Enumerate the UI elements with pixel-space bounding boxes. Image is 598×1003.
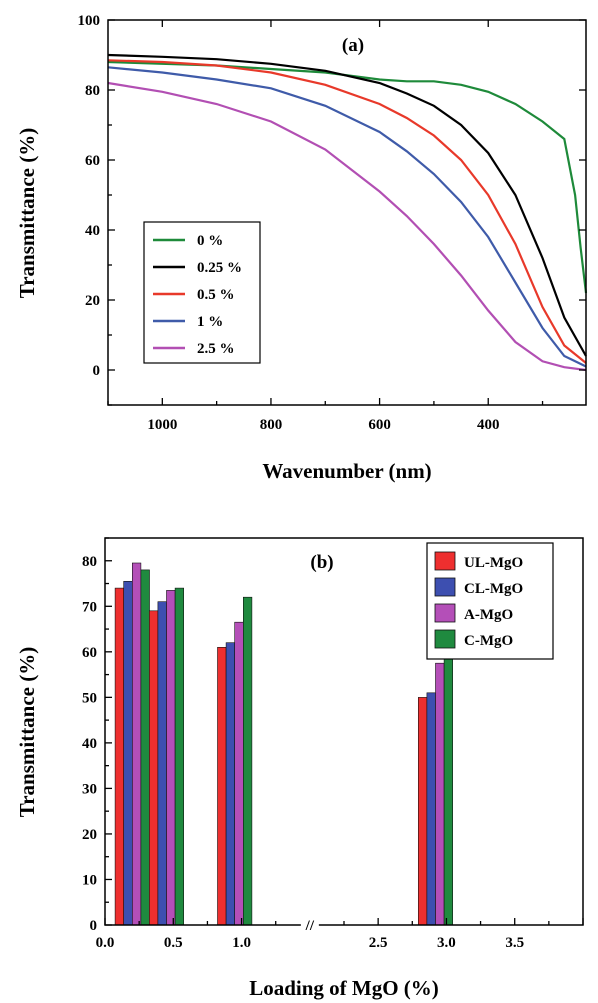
y-tick-label: 0 bbox=[93, 363, 101, 379]
y-tick-label: 30 bbox=[82, 781, 97, 797]
panel-a-x-axis-title: Wavenumber (nm) bbox=[262, 459, 431, 483]
bar-c-mgo-1.0 bbox=[243, 596, 253, 926]
y-tick-label: 60 bbox=[82, 645, 97, 661]
series-line-4 bbox=[107, 81, 587, 372]
x-tick-label: 2.5 bbox=[369, 935, 388, 951]
panel-a-line-chart: 1000 800 600 400 0 20 40 60 80 100 (a) Wavenumber… bbox=[15, 13, 588, 483]
series-line-1 bbox=[107, 53, 587, 357]
bar-ul-mgo-1.0 bbox=[217, 646, 227, 926]
panel-b-bars-group bbox=[114, 562, 454, 926]
legend-swatch bbox=[434, 551, 456, 571]
y-tick-label: 20 bbox=[82, 827, 97, 843]
panel-b-ticks: 0.0 0.5 1.0 2.5 3.0 3.5 0 10 20 30 40 50 60 70 80 bbox=[82, 537, 584, 951]
y-tick-label: 80 bbox=[82, 554, 97, 570]
legend-label: C-MgO bbox=[464, 633, 513, 649]
bar-c-mgo-0.5 bbox=[174, 587, 185, 926]
bar-c-mgo-0.25 bbox=[140, 569, 150, 926]
bar-ul-mgo-0.5 bbox=[149, 610, 159, 926]
x-tick-label: 0.0 bbox=[96, 935, 115, 951]
y-tick-label: 0 bbox=[90, 918, 98, 934]
x-tick-label: 600 bbox=[368, 417, 391, 433]
panel-b-axis-break-marker: // bbox=[305, 918, 315, 934]
bar-a-mgo-0.5 bbox=[166, 590, 176, 926]
y-tick-label: 60 bbox=[85, 153, 100, 169]
panel-a-series-group bbox=[107, 53, 588, 372]
legend-label: 0.5 % bbox=[197, 287, 235, 303]
panel-a-ticks: 1000 800 600 400 0 20 40 60 80 100 bbox=[78, 13, 586, 433]
y-tick-label: 70 bbox=[82, 599, 97, 615]
legend-label: 0 % bbox=[197, 233, 223, 249]
x-tick-label: 3.0 bbox=[437, 935, 456, 951]
y-tick-label: 80 bbox=[85, 83, 100, 99]
y-tick-label: 20 bbox=[85, 293, 100, 309]
panel-a-y-axis-title: Transmittance (%) bbox=[15, 128, 39, 299]
legend-label: UL-MgO bbox=[464, 555, 523, 571]
x-tick-label: 800 bbox=[260, 417, 283, 433]
y-tick-label: 100 bbox=[78, 13, 101, 29]
legend-swatch bbox=[434, 603, 456, 623]
legend-label: 2.5 % bbox=[197, 341, 235, 357]
axis-break-gap bbox=[300, 922, 319, 928]
series-line-3 bbox=[107, 66, 587, 368]
panel-a-plot-frame bbox=[107, 19, 587, 406]
panel-b-x-axis-title: Loading of MgO (%) bbox=[249, 976, 439, 1000]
series-line-2 bbox=[107, 59, 587, 364]
legend-box bbox=[143, 221, 261, 364]
panel-a-label: (a) bbox=[342, 35, 364, 56]
y-tick-label: 40 bbox=[82, 736, 97, 752]
legend-label: CL-MgO bbox=[464, 581, 523, 597]
bar-cl-mgo-0.25 bbox=[123, 580, 133, 926]
bar-ul-mgo-2.5 bbox=[417, 697, 428, 926]
legend-swatch bbox=[434, 577, 456, 597]
bar-cl-mgo-2.5 bbox=[426, 692, 436, 926]
y-tick-label: 40 bbox=[85, 223, 100, 239]
x-tick-label: 1000 bbox=[147, 417, 177, 433]
legend-label: A-MgO bbox=[464, 607, 513, 623]
legend-label: 0.25 % bbox=[197, 260, 242, 276]
bar-cl-mgo-1.0 bbox=[225, 642, 236, 926]
series-line-0 bbox=[107, 60, 588, 294]
bar-cl-mgo-0.5 bbox=[157, 601, 167, 926]
y-tick-label: 10 bbox=[82, 872, 97, 888]
bar-ul-mgo-0.25 bbox=[114, 587, 124, 926]
bar-a-mgo-1.0 bbox=[234, 621, 244, 926]
legend-label: 1 % bbox=[197, 314, 223, 330]
bar-a-mgo-0.25 bbox=[132, 562, 142, 926]
x-tick-label: 3.5 bbox=[505, 935, 524, 951]
legend-swatch bbox=[434, 629, 456, 649]
panel-b-label: (b) bbox=[310, 552, 333, 573]
bar-a-mgo-2.5 bbox=[435, 662, 445, 926]
panel-a-legend: 0 % 0.25 % 0.5 % 1 % 2.5 % bbox=[143, 221, 261, 364]
x-tick-label: 400 bbox=[477, 417, 500, 433]
panel-b-legend: UL-MgO CL-MgO A-MgO C-MgO bbox=[426, 542, 554, 660]
x-tick-label: 1.0 bbox=[232, 935, 251, 951]
y-tick-label: 50 bbox=[82, 690, 97, 706]
panel-b-y-axis-title: Transmittance (%) bbox=[15, 647, 39, 818]
x-tick-label: 0.5 bbox=[164, 935, 183, 951]
